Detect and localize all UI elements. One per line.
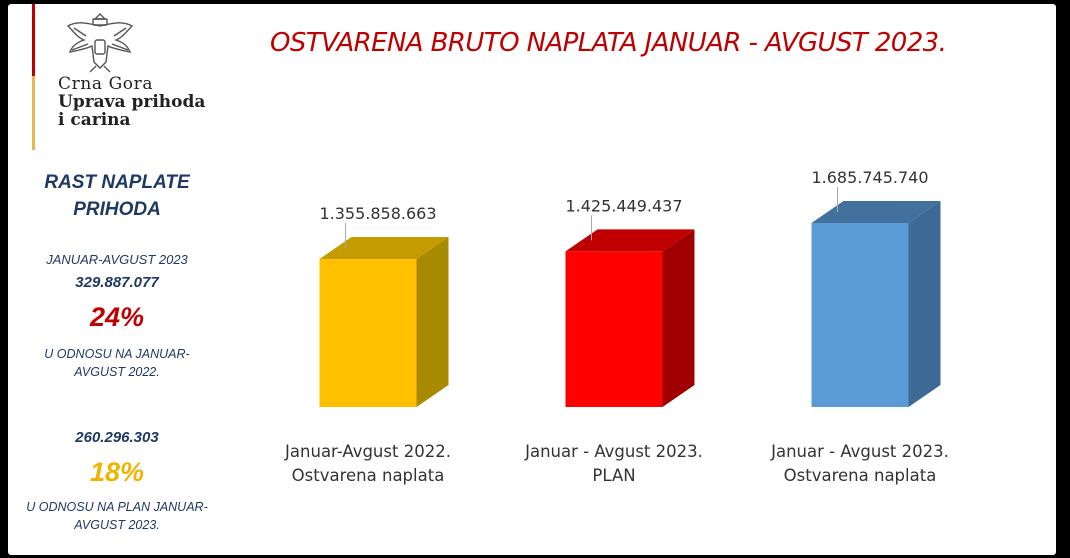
bar-chart: 1.355.858.663 1.425.449.437 1.685.745.740	[319, 168, 941, 407]
bar-3-value-label: 1.685.745.740	[811, 168, 928, 187]
chart-title: OSTVARENA BRUTO NAPLATA JANUAR - AVGUST …	[270, 28, 947, 58]
category-label-1: Januar-Avgust 2022. Ostvarena naplata	[253, 440, 483, 488]
slide: Crna Gora Uprava prihoda i carina OSTVAR…	[8, 4, 1056, 555]
category-label-3-line-1: Januar - Avgust 2023.	[771, 442, 949, 461]
category-label-1-line-1: Januar-Avgust 2022.	[285, 442, 451, 461]
category-label-3-line-2: Ostvarena naplata	[783, 466, 937, 485]
growth-heading: RAST NAPLATE PRIHODA	[44, 172, 190, 220]
category-label-2: Januar - Avgust 2023. PLAN	[499, 440, 729, 488]
growth-note-vs-2022: U ODNOSU NA JANUAR-AVGUST 2022.	[44, 347, 190, 379]
growth-percent-vs-2022: 24%	[89, 302, 145, 332]
category-label-2-line-1: Januar - Avgust 2023.	[525, 442, 703, 461]
accent-bar-gold	[32, 76, 35, 150]
logo-line-crna-gora: Crna Gora	[58, 74, 154, 94]
bar-2: 1.425.449.437	[565, 196, 695, 407]
category-label-1-line-2: Ostvarena naplata	[291, 466, 445, 485]
period-label: JANUAR-AVGUST 2023	[46, 252, 188, 267]
growth-note-vs-plan: U ODNOSU NA PLAN JANUAR-AVGUST 2023.	[26, 500, 208, 532]
bar-1-value-label: 1.355.858.663	[319, 204, 436, 223]
bar-3-front	[811, 223, 909, 407]
bar-3: 1.685.745.740	[811, 168, 941, 407]
category-label-2-line-2: PLAN	[592, 466, 636, 485]
category-label-3: Januar - Avgust 2023. Ostvarena naplata	[745, 440, 975, 488]
bar-2-top	[565, 229, 695, 252]
bar-1: 1.355.858.663	[319, 204, 449, 407]
bar-1-front	[319, 259, 417, 407]
bar-3-side	[908, 201, 941, 407]
bar-1-top	[319, 237, 449, 260]
bar-3-top	[811, 201, 941, 223]
bar-2-value-label: 1.425.449.437	[565, 196, 682, 215]
bar-2-front	[565, 251, 663, 407]
accent-bar-red	[32, 4, 35, 76]
growth-percent-vs-plan: 18%	[89, 457, 145, 487]
logo-line-i-carina: i carina	[58, 110, 131, 130]
bar-2-side	[662, 229, 695, 407]
logo-line-uprava-prihoda: Uprava prihoda	[58, 92, 206, 112]
montenegro-coat-of-arms-icon	[66, 13, 134, 73]
bar-1-side	[416, 237, 449, 407]
growth-value-vs-plan: 260.296.303	[75, 429, 159, 446]
growth-value-vs-2022: 329.887.077	[75, 274, 159, 291]
